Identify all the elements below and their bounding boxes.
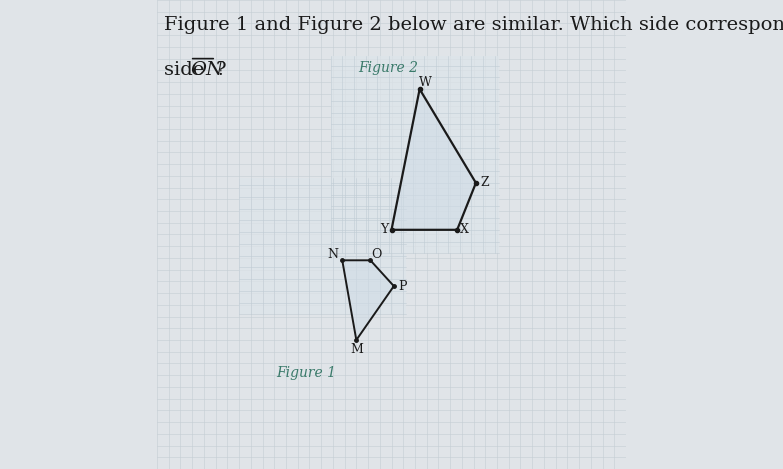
Polygon shape — [342, 260, 394, 340]
Text: Y: Y — [380, 223, 388, 236]
Bar — [330, 56, 500, 253]
Text: Figure 1: Figure 1 — [276, 366, 337, 380]
Text: ON: ON — [189, 61, 223, 79]
Text: side: side — [164, 61, 211, 79]
Text: N: N — [327, 248, 338, 261]
Text: Figure 2: Figure 2 — [359, 61, 419, 75]
Text: Z: Z — [480, 176, 489, 189]
Polygon shape — [392, 89, 476, 230]
Bar — [239, 178, 406, 314]
Text: W: W — [419, 76, 431, 89]
Text: X: X — [460, 223, 469, 236]
Text: M: M — [350, 343, 363, 356]
Text: P: P — [398, 280, 406, 293]
Text: O: O — [371, 248, 381, 261]
Text: ?: ? — [216, 61, 227, 79]
Text: Figure 1 and Figure 2 below are similar. Which side corresponds to: Figure 1 and Figure 2 below are similar.… — [164, 16, 783, 34]
